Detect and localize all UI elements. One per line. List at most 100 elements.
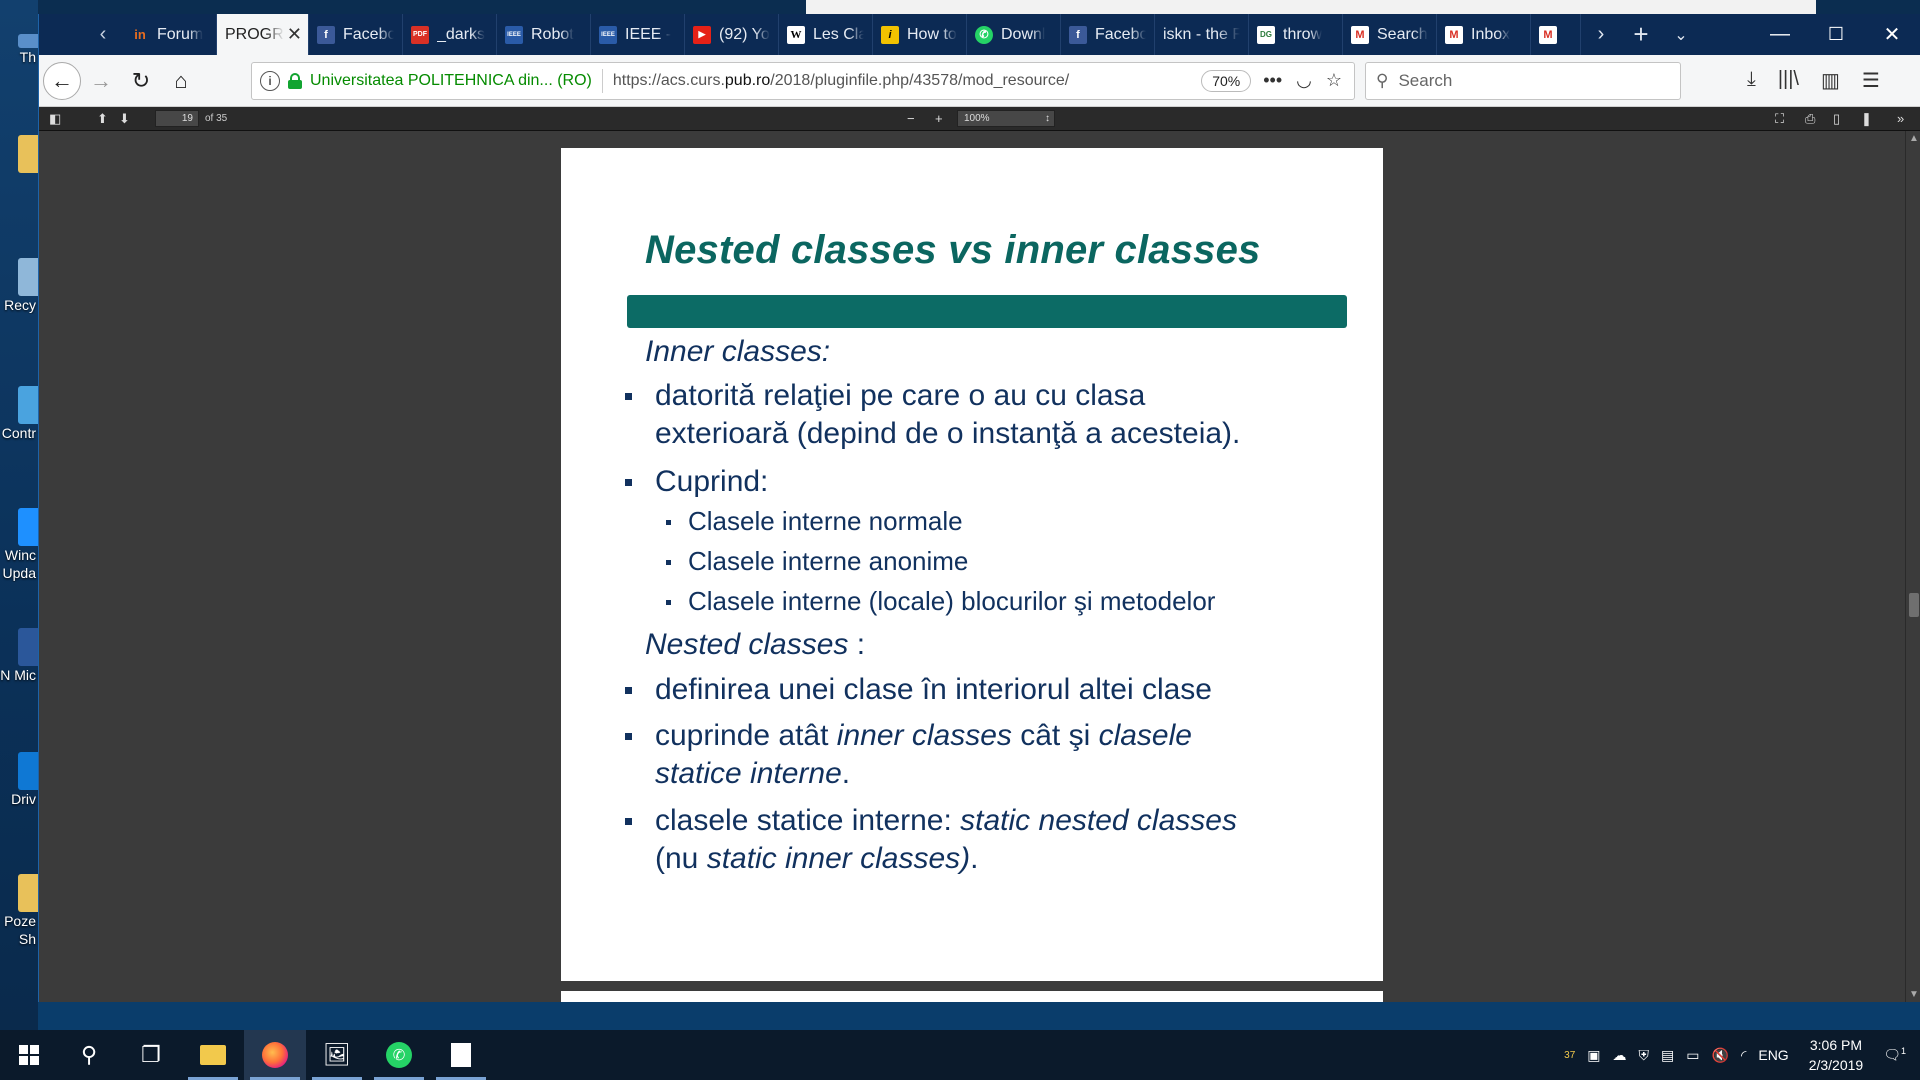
- tab-scroll-right-button[interactable]: ›: [1597, 23, 1605, 45]
- scroll-down-icon[interactable]: ▼: [1909, 989, 1919, 1000]
- navigation-toolbar: ← → ↻ ⌂ i Universitatea POLITEHNICA din.…: [39, 55, 1920, 107]
- tab-facebook[interactable]: f Facebo: [309, 14, 403, 55]
- tab-scroll-left-button[interactable]: ‹: [99, 23, 107, 45]
- vertical-scrollbar[interactable]: ▲ ▼: [1905, 131, 1920, 1002]
- zoom-out-icon[interactable]: −: [907, 111, 915, 126]
- start-button[interactable]: [0, 1030, 58, 1080]
- list-item: datorită relaţiei pe care o au cu clasa …: [625, 377, 1240, 453]
- library-icon[interactable]: |||\: [1777, 68, 1799, 90]
- teams-icon[interactable]: ▣: [1587, 1046, 1601, 1063]
- list-item: clasele statice interne: static nested c…: [625, 802, 1237, 878]
- zoom-in-icon[interactable]: +: [935, 111, 943, 126]
- desktop-icon-word[interactable]: N Mic: [0, 628, 38, 684]
- desktop-icon-recycle-bin[interactable]: Recy: [0, 258, 38, 314]
- desktop-icon-folder[interactable]: [0, 135, 38, 173]
- search-input[interactable]: ⚲ Search: [1365, 61, 1681, 100]
- desktop-icon-this-pc[interactable]: Th: [0, 34, 38, 66]
- tab-iskn[interactable]: iskn - the F: [1155, 14, 1249, 55]
- back-button[interactable]: ←: [43, 61, 81, 100]
- app-tray-icon[interactable]: ▤: [1661, 1046, 1675, 1063]
- taskbar-whatsapp[interactable]: ✆: [368, 1030, 430, 1080]
- language-indicator[interactable]: ENG: [1758, 1047, 1789, 1063]
- taskbar-file-explorer[interactable]: [182, 1030, 244, 1080]
- pdf-icon: PDF: [411, 25, 429, 44]
- pdf-viewer[interactable]: Nested classes vs inner classes Inner cl…: [39, 131, 1920, 1002]
- bookmark-star-icon[interactable]: ☆: [1325, 70, 1342, 90]
- task-view-button[interactable]: ❐: [120, 1030, 182, 1080]
- page-actions-menu-icon[interactable]: •••: [1263, 70, 1283, 90]
- site-info-icon[interactable]: i: [260, 70, 280, 91]
- firefox-window: ‹ in Forum PROGR ✕ f Facebo PDF _darks I…: [38, 14, 1920, 1002]
- hamburger-menu-icon[interactable]: ☰: [1861, 70, 1880, 92]
- list-all-tabs-button[interactable]: ⌄: [1674, 26, 1688, 44]
- onedrive-icon[interactable]: ☁: [1612, 1046, 1627, 1063]
- search-button[interactable]: ⚲: [58, 1030, 120, 1080]
- tab-forum[interactable]: in Forum: [123, 14, 217, 55]
- bullet-square-icon: [666, 600, 671, 605]
- home-button[interactable]: ⌂: [174, 67, 188, 93]
- taskbar-notepad[interactable]: [430, 1030, 492, 1080]
- tab-gmail-search[interactable]: M Search: [1343, 14, 1437, 55]
- desktop-icon-pictures[interactable]: Poze Sh: [0, 874, 38, 948]
- antivirus-shield-icon[interactable]: ⛨: [1638, 1046, 1650, 1063]
- new-tab-button[interactable]: +: [1633, 19, 1649, 49]
- pocket-icon[interactable]: ◡: [1296, 70, 1312, 90]
- scroll-up-icon[interactable]: ▲: [1909, 133, 1919, 144]
- tab-gmail-inbox[interactable]: M Inbox: [1437, 14, 1531, 55]
- list-item: Cuprind:: [625, 463, 768, 501]
- print-icon[interactable]: ⎙: [1805, 111, 1816, 126]
- save-icon[interactable]: ▯: [1833, 111, 1841, 126]
- toggle-sidebar-icon[interactable]: ◧: [49, 111, 62, 126]
- close-tab-icon[interactable]: ✕: [286, 24, 302, 44]
- address-bar[interactable]: i Universitatea POLITEHNICA din... (RO) …: [251, 61, 1355, 100]
- tab-throw[interactable]: DG throw: [1249, 14, 1343, 55]
- tools-menu-icon[interactable]: »: [1897, 111, 1905, 126]
- page-actions: ••• ◡ ☆: [1263, 70, 1342, 91]
- clock[interactable]: 3:06 PM 2/3/2019: [1809, 1035, 1864, 1075]
- tab-whatsapp-download[interactable]: ✆ Downl: [967, 14, 1061, 55]
- tab-robot[interactable]: IEEE Robot: [497, 14, 591, 55]
- forward-button[interactable]: →: [90, 67, 112, 93]
- facebook-icon: f: [1069, 25, 1087, 44]
- previous-page-icon[interactable]: ⬆: [97, 111, 108, 126]
- scrollbar-thumb[interactable]: [1909, 593, 1919, 617]
- close-window-button[interactable]: ✕: [1883, 24, 1901, 46]
- pdf-toolbar: ◧ ⬆ ⬇ 19 of 35 − + 100% ↕ ⛶ ⎙ ▯ ❚ »: [39, 107, 1920, 131]
- maximize-button[interactable]: ☐: [1827, 24, 1845, 44]
- lock-icon: [288, 72, 302, 89]
- tab-gmail-3[interactable]: M: [1531, 14, 1581, 55]
- taskbar-photos[interactable]: 🖼: [306, 1030, 368, 1080]
- bullet-square-icon: [625, 479, 632, 486]
- desktop-background: Th Recy Contr Winc Upda N Mic Driv Poze …: [0, 0, 38, 1030]
- bullet-square-icon: [666, 520, 671, 525]
- volume-muted-icon[interactable]: 🔇: [1711, 1046, 1729, 1063]
- minimize-button[interactable]: —: [1770, 23, 1790, 45]
- action-center-icon[interactable]: 🗨1: [1883, 1046, 1906, 1063]
- notification-count[interactable]: 37: [1564, 1049, 1576, 1061]
- site-identity[interactable]: Universitatea POLITEHNICA din... (RO): [310, 71, 592, 89]
- desktop-icon-drive[interactable]: Driv: [0, 752, 38, 808]
- tab-darks-pdf[interactable]: PDF _darks: [403, 14, 497, 55]
- tab-wikipedia[interactable]: W Les Cla: [779, 14, 873, 55]
- tab-how-to[interactable]: i How to: [873, 14, 967, 55]
- tab-progr[interactable]: PROGR ✕: [217, 14, 309, 55]
- wifi-icon[interactable]: ◜: [1740, 1046, 1747, 1063]
- next-page-icon[interactable]: ⬇: [119, 111, 130, 126]
- bookmark-icon[interactable]: ❚: [1861, 111, 1872, 126]
- reload-button[interactable]: ↻: [131, 67, 151, 93]
- tab-youtube[interactable]: ▶ (92) Yo: [685, 14, 779, 55]
- zoom-select[interactable]: 100% ↕: [957, 110, 1055, 127]
- sidebar-icon[interactable]: ▥: [1821, 70, 1840, 92]
- desktop-icon-control-panel[interactable]: Contr: [0, 386, 38, 442]
- url-text[interactable]: https://acs.curs.pub.ro/2018/pluginfile.…: [612, 71, 1070, 89]
- page-number-input[interactable]: 19: [155, 110, 199, 127]
- tab-facebook-2[interactable]: f Facebo: [1061, 14, 1155, 55]
- desktop-icon-windows-update[interactable]: Winc Upda: [0, 508, 38, 582]
- downloads-icon[interactable]: ⤓: [1747, 68, 1756, 90]
- zoom-indicator[interactable]: 70%: [1201, 69, 1252, 92]
- taskbar-firefox[interactable]: [244, 1030, 306, 1080]
- tab-ieee[interactable]: IEEE IEEE -: [591, 14, 685, 55]
- select-arrows-icon: ↕: [1045, 113, 1050, 124]
- battery-icon[interactable]: ▭: [1686, 1046, 1700, 1063]
- presentation-mode-icon[interactable]: ⛶: [1775, 111, 1785, 126]
